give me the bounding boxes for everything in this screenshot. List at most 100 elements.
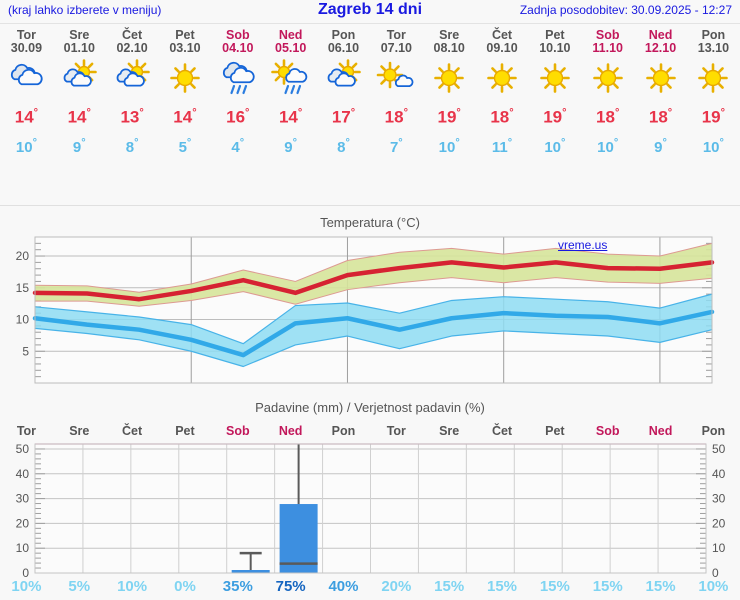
day-date: 10.10 xyxy=(539,41,571,55)
day-date: 02.10 xyxy=(116,41,148,55)
sun-small-cloud-icon xyxy=(373,59,419,99)
page-header: (kraj lahko izberete v meniju) Zagreb 14… xyxy=(0,0,740,22)
precipitation-day-labels: Tor Sre Čet Pet Sob Ned Pon Tor Sre Čet Pet Sob Ned P… xyxy=(0,424,740,442)
day-column[interactable]: Tor 30.09 14° 10° xyxy=(0,28,53,208)
low-temperature: 10° xyxy=(544,136,566,156)
high-temperature: 19° xyxy=(543,107,567,127)
day-name: Ned xyxy=(278,28,303,42)
day-column[interactable]: Sre 01.10 14° 9° xyxy=(53,28,106,208)
svg-text:5: 5 xyxy=(22,344,29,358)
precipitation-probability: 10% xyxy=(117,578,148,595)
svg-text:20: 20 xyxy=(16,249,30,263)
location-hint: (kraj lahko izberete v meniju) xyxy=(8,3,162,17)
sunny-icon xyxy=(162,59,208,99)
day-name: Tor xyxy=(16,28,37,42)
day-column[interactable]: Pet 10.10 19° 10° xyxy=(528,28,581,208)
day-column[interactable]: Ned 12.10 18° 9° xyxy=(634,28,687,208)
svg-text:50: 50 xyxy=(16,442,30,456)
low-temperature: 4° xyxy=(231,136,245,156)
high-temperature: 14° xyxy=(173,107,197,127)
temperature-plot: 5 10 15 20 xyxy=(16,236,715,384)
low-temperature: 7° xyxy=(389,136,403,156)
precipitation-day-label: Pet xyxy=(545,424,565,438)
high-temperature: 18° xyxy=(648,107,673,127)
header-divider xyxy=(0,23,740,24)
day-date: 07.10 xyxy=(380,41,412,55)
day-date: 03.10 xyxy=(169,41,201,55)
day-name: Čet xyxy=(491,28,513,42)
precipitation-probability: 10% xyxy=(11,578,42,595)
day-date: 08.10 xyxy=(433,41,465,55)
precipitation-day-label: Sob xyxy=(225,424,250,438)
day-column[interactable]: Čet 09.10 18° 11° xyxy=(476,28,529,208)
precipitation-probability: 15% xyxy=(487,578,518,595)
precipitation-day-label: Pon xyxy=(701,424,726,438)
day-column[interactable]: Sre 08.10 19° 10° xyxy=(423,28,476,208)
high-temperature: 18° xyxy=(384,107,408,127)
precipitation-probability: 0% xyxy=(174,578,196,595)
precipitation-day-label: Ned xyxy=(278,424,303,438)
day-column[interactable]: Ned 05.10 14° 9° xyxy=(264,28,317,208)
day-name: Pet xyxy=(545,28,565,42)
day-column[interactable]: Pon 06.10 17° 8° xyxy=(317,28,370,208)
day-name: Tor xyxy=(386,28,406,42)
svg-text:30: 30 xyxy=(712,492,726,506)
svg-text:50: 50 xyxy=(712,442,726,456)
day-name: Pet xyxy=(175,28,195,42)
high-temperature: 17° xyxy=(331,107,356,127)
precipitation-probability: 15% xyxy=(592,578,623,595)
svg-text:20: 20 xyxy=(712,516,726,530)
precipitation-probability: 20% xyxy=(381,578,412,595)
temperature-chart-title: Temperatura (°C) xyxy=(320,215,420,230)
day-name: Sob xyxy=(225,28,250,42)
precipitation-day-label: Čet xyxy=(491,424,513,438)
precipitation-day-label: Sre xyxy=(439,424,460,438)
day-date: 30.09 xyxy=(10,41,43,55)
precipitation-probability: 40% xyxy=(328,578,359,595)
day-name: Ned xyxy=(648,28,673,42)
day-column[interactable]: Čet 02.10 13° 8° xyxy=(106,28,159,208)
day-column[interactable]: Tor 07.10 18° 7° xyxy=(370,28,423,208)
high-temperature: 14° xyxy=(14,107,39,127)
svg-text:10: 10 xyxy=(712,541,726,555)
day-date: 06.10 xyxy=(327,41,360,55)
day-name: Sob xyxy=(595,28,620,42)
precipitation-probability: 5% xyxy=(68,578,91,595)
day-date: 01.10 xyxy=(63,41,95,55)
precipitation-day-label: Pon xyxy=(331,424,356,438)
low-temperature: 8° xyxy=(125,136,139,156)
day-column[interactable]: Pon 13.10 19° 10° xyxy=(687,28,740,208)
low-temperature: 8° xyxy=(337,136,350,156)
svg-text:10: 10 xyxy=(16,541,30,555)
svg-text:15: 15 xyxy=(16,281,30,295)
day-date: 11.10 xyxy=(592,41,623,55)
day-date: 13.10 xyxy=(697,41,730,55)
day-column[interactable]: Pet 03.10 14° 5° xyxy=(159,28,212,208)
day-date: 05.10 xyxy=(275,41,307,55)
day-name: Pon xyxy=(331,28,356,42)
high-temperature: 13° xyxy=(120,107,144,127)
cloudy-icon xyxy=(3,59,49,99)
svg-text:0: 0 xyxy=(22,566,29,580)
low-temperature: 11° xyxy=(491,136,513,156)
section-divider xyxy=(0,205,740,206)
partly-sunny-icon xyxy=(320,59,366,99)
low-temperature: 9° xyxy=(72,136,86,156)
temperature-chart: Temperatura (°C) 5 10 15 20 xyxy=(0,215,740,395)
day-column[interactable]: Sob 11.10 18° 10° xyxy=(581,28,634,208)
precipitation-probability: 15% xyxy=(434,578,465,595)
daily-forecast-strip: Tor 30.09 14° 10° Sre 01.10 14° 9° Čet 02.10 13° 8°… xyxy=(0,28,740,208)
day-date: 04.10 xyxy=(222,41,254,55)
high-temperature: 18° xyxy=(596,107,620,127)
svg-text:30: 30 xyxy=(16,492,30,506)
sunny-icon xyxy=(690,59,736,99)
day-column[interactable]: Sob 04.10 16° 4° xyxy=(211,28,264,208)
page-title: Zagreb 14 dni xyxy=(317,1,423,18)
watermark-link[interactable]: vreme.us xyxy=(558,238,608,252)
rain-icon xyxy=(215,59,261,99)
precipitation-probability: 35% xyxy=(222,578,253,595)
low-temperature: 10° xyxy=(438,136,460,156)
low-temperature: 10° xyxy=(702,136,724,156)
precipitation-probability: 15% xyxy=(539,578,570,595)
high-temperature: 14° xyxy=(67,107,91,127)
